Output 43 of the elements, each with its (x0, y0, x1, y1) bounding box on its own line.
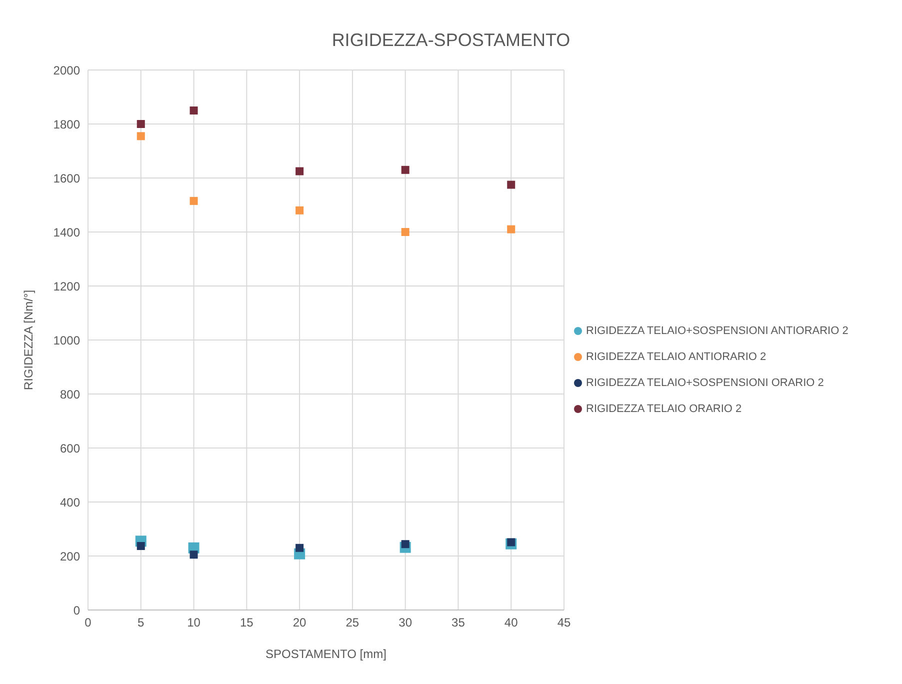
legend-label: RIGIDEZZA TELAIO ORARIO 2 (586, 403, 742, 415)
y-tick-label: 1000 (53, 333, 80, 348)
x-tick-label: 40 (504, 616, 518, 630)
point (507, 180, 516, 189)
point (190, 550, 198, 559)
point (507, 538, 516, 546)
point (190, 106, 198, 114)
x-tick-label: 15 (240, 616, 254, 630)
x-tick-label: 35 (452, 616, 466, 630)
y-tick-label: 600 (60, 441, 80, 456)
y-tick-label: 2000 (53, 63, 80, 78)
legend-label: RIGIDEZZA TELAIO+SOSPENSIONI ORARIO 2 (586, 377, 824, 389)
x-axis-title: SPOSTAMENTO [mm] (266, 647, 386, 661)
y-tick-label: 1800 (53, 117, 80, 132)
point (401, 166, 410, 174)
x-tick-label: 10 (187, 616, 201, 630)
y-tick-label: 1600 (53, 171, 80, 186)
y-tick-label: 200 (60, 549, 80, 564)
point (296, 544, 304, 552)
y-tick-label: 1400 (53, 225, 80, 240)
point (136, 542, 145, 550)
y-axis-title: RIGIDEZZA [Nm/°] (21, 290, 36, 390)
point (507, 225, 516, 234)
point (296, 206, 304, 214)
x-tick-label: 45 (557, 616, 571, 630)
point (136, 132, 145, 140)
legend-label: RIGIDEZZA TELAIO+SOSPENSIONI ANTIORARIO 2 (586, 325, 848, 337)
x-tick-label: 25 (346, 616, 360, 630)
y-tick-label: 1200 (53, 279, 80, 294)
x-tick-label: 20 (292, 616, 307, 630)
chart-title: RIGIDEZZA-SPOSTAMENTO (330, 29, 572, 52)
point (401, 540, 410, 548)
point (190, 196, 198, 205)
legend-label: RIGIDEZZA TELAIO ANTIORARIO 2 (586, 351, 766, 363)
x-tick-label: 30 (398, 616, 412, 630)
y-tick-label: 800 (60, 387, 80, 402)
x-tick-label: 0 (84, 616, 92, 630)
x-tick-label: 5 (138, 616, 145, 630)
point (296, 167, 304, 176)
point (136, 120, 145, 128)
y-tick-label: 400 (60, 495, 80, 510)
point (401, 228, 410, 236)
y-tick-label: 0 (73, 603, 80, 618)
